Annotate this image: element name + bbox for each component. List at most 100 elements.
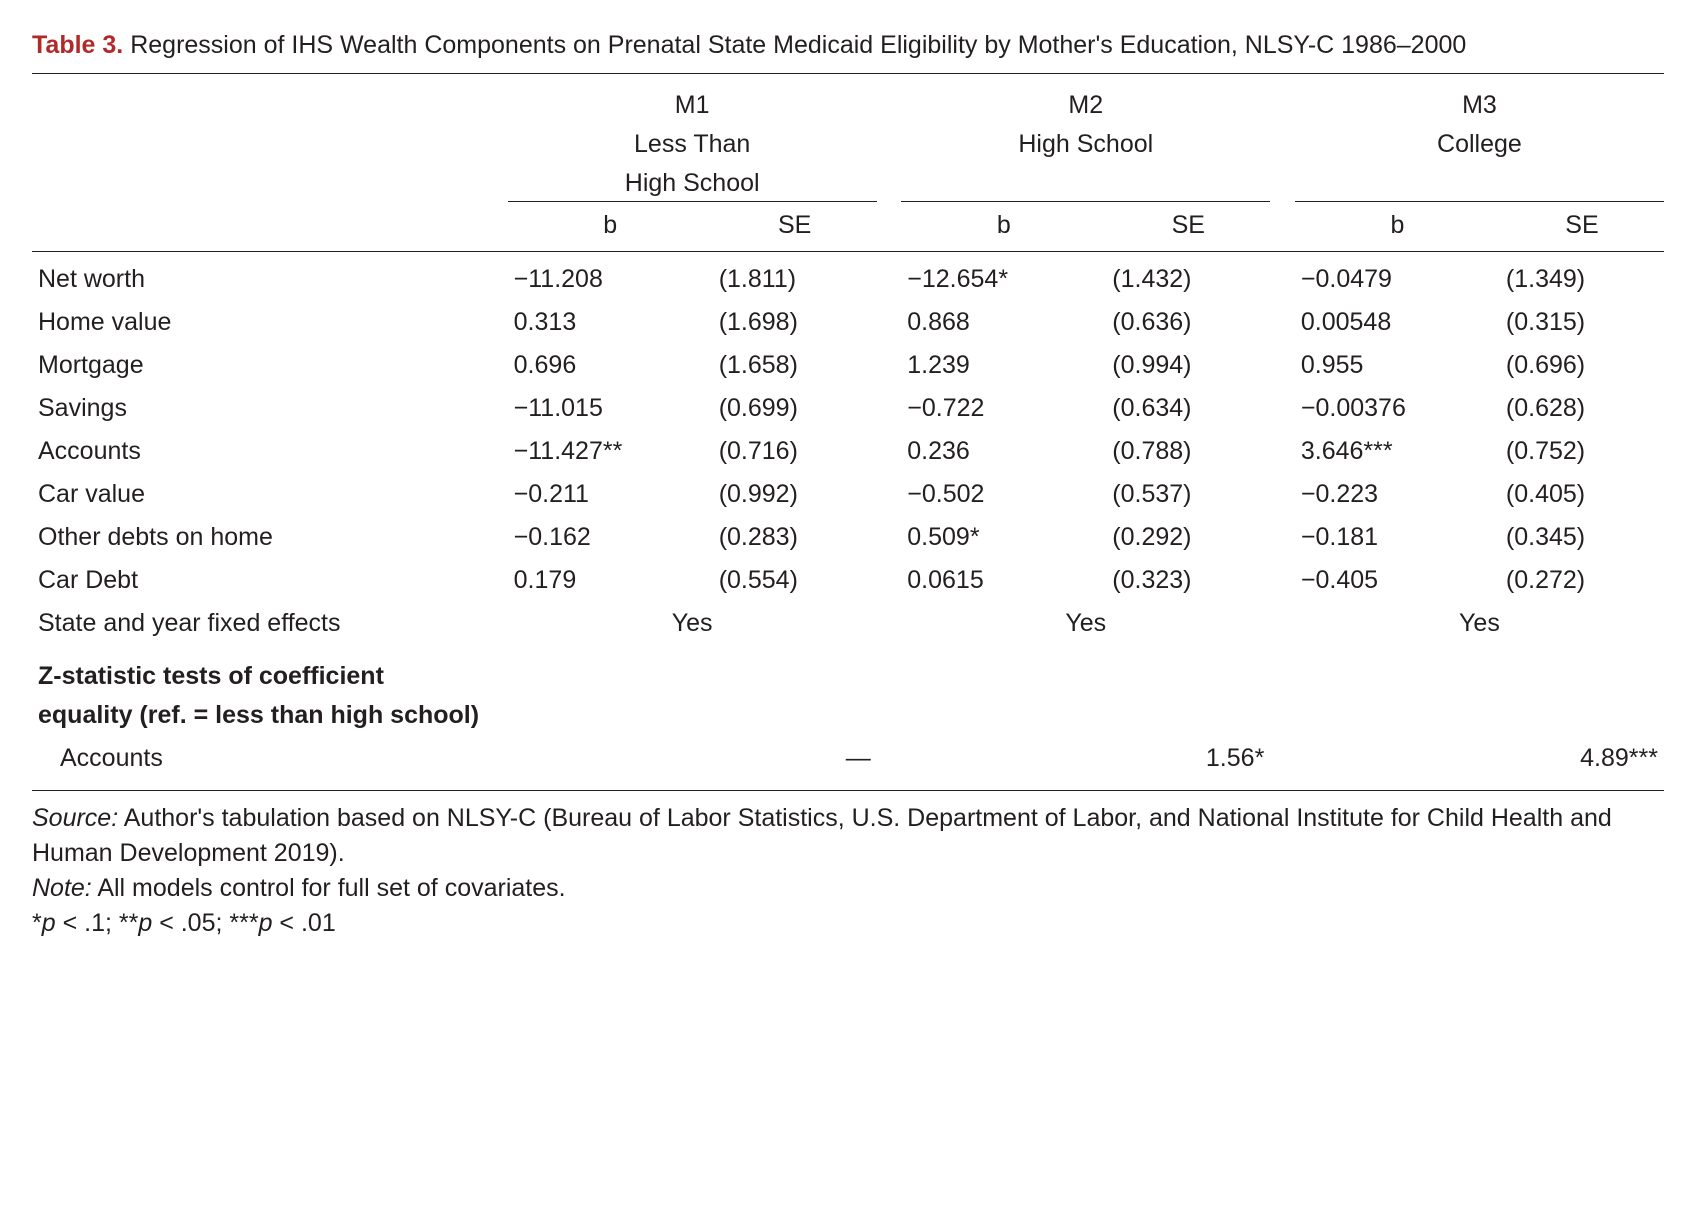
m2-b: −0.722 (901, 387, 1106, 430)
note-label: Note: (32, 874, 92, 902)
table-row: Car value−0.211(0.992) −0.502(0.537) −0.22… (32, 473, 1664, 516)
fe-m1: Yes (508, 602, 877, 645)
m3-se: (0.752) (1500, 430, 1664, 473)
m2-label: High School (901, 123, 1270, 162)
model-label-row-2: High School (32, 162, 1664, 202)
regression-table: M1 M2 M3 Less Than High School College H… (32, 84, 1664, 780)
m1-se-header: SE (713, 202, 877, 250)
m2-b-header: b (901, 202, 1106, 250)
m1-se: (0.554) (713, 559, 877, 602)
m2-se: (0.634) (1106, 387, 1270, 430)
m1-label2: High School (508, 162, 877, 202)
m2-se: (0.537) (1106, 473, 1270, 516)
m1-b: −0.162 (508, 516, 713, 559)
m2-se-header: SE (1106, 202, 1270, 250)
note-line: Note: All models control for full set of… (32, 871, 1664, 906)
row-label: Car value (32, 473, 508, 516)
row-label: Car Debt (32, 559, 508, 602)
row-label: Other debts on home (32, 516, 508, 559)
m3-se: (0.315) (1500, 301, 1664, 344)
m1-b: 0.179 (508, 559, 713, 602)
fixed-effects-row: State and year fixed effects Yes Yes Yes (32, 602, 1664, 645)
m3-se: (0.405) (1500, 473, 1664, 516)
m1-b: 0.313 (508, 301, 713, 344)
m3-label: College (1295, 123, 1664, 162)
m1-se: (0.716) (713, 430, 877, 473)
m1-code: M1 (508, 84, 877, 123)
table-notes: Source: Author's tabulation based on NLS… (32, 801, 1664, 941)
m3-se: (0.696) (1500, 344, 1664, 387)
sig-text: *p < .1; **p < .05; ***p < .01 (32, 909, 336, 937)
m2-se: (0.292) (1106, 516, 1270, 559)
m3-b: −0.405 (1295, 559, 1500, 602)
model-code-row: M1 M2 M3 (32, 84, 1664, 123)
fe-m3: Yes (1295, 602, 1664, 645)
m2-se: (0.323) (1106, 559, 1270, 602)
m2-b: −12.654* (901, 258, 1106, 301)
m1-b: −11.208 (508, 258, 713, 301)
m1-se: (1.811) (713, 258, 877, 301)
m3-label2 (1295, 162, 1664, 202)
table-row: Home value0.313(1.698) 0.868(0.636) 0.0054… (32, 301, 1664, 344)
m2-se: (0.788) (1106, 430, 1270, 473)
ztest-accounts-row: Accounts — 1.56* 4.89*** (32, 737, 1664, 780)
bottom-rule (32, 790, 1664, 791)
ztest-m1: — (713, 737, 877, 780)
m1-se: (0.992) (713, 473, 877, 516)
source-text: Author's tabulation based on NLSY-C (Bur… (32, 804, 1612, 867)
ztest-m3: 4.89*** (1500, 737, 1664, 780)
table-row: Mortgage0.696(1.658)1.239(0.994)0.955(0.… (32, 344, 1664, 387)
m3-b: 0.955 (1295, 344, 1500, 387)
m1-se: (0.283) (713, 516, 877, 559)
model-label-row-1: Less Than High School College (32, 123, 1664, 162)
m2-b: −0.502 (901, 473, 1106, 516)
table-row: Accounts−11.427**(0.716)0.236(0.788)3.64… (32, 430, 1664, 473)
m3-se: (0.272) (1500, 559, 1664, 602)
m2-b: 0.868 (901, 301, 1106, 344)
row-label: Net worth (32, 258, 508, 301)
m1-se: (0.699) (713, 387, 877, 430)
source-label: Source: (32, 804, 118, 832)
m2-b: 0.0615 (901, 559, 1106, 602)
row-label: Mortgage (32, 344, 508, 387)
row-label: Home value (32, 301, 508, 344)
m3-b: −0.181 (1295, 516, 1500, 559)
m3-b-header: b (1295, 202, 1500, 250)
m1-b: −11.015 (508, 387, 713, 430)
table-row: Other debts on home−0.162(0.283)0.509*(0… (32, 516, 1664, 559)
m1-se: (1.698) (713, 301, 877, 344)
m3-code: M3 (1295, 84, 1664, 123)
m2-label2 (901, 162, 1270, 202)
m1-b-header: b (508, 202, 713, 250)
row-label: Savings (32, 387, 508, 430)
source-line: Source: Author's tabulation based on NLS… (32, 801, 1664, 871)
m2-se: (0.636) (1106, 301, 1270, 344)
m3-b: −0.223 (1295, 473, 1500, 516)
significance-line: *p < .1; **p < .05; ***p < .01 (32, 906, 1664, 941)
ztest-header-2: equality (ref. = less than high school) (32, 698, 1664, 737)
m1-b: −11.427** (508, 430, 713, 473)
ztest-m2: 1.56* (1106, 737, 1270, 780)
m1-b: −0.211 (508, 473, 713, 516)
table-row: Car Debt0.179(0.554) 0.0615(0.323) −0.405(… (32, 559, 1664, 602)
m2-code: M2 (901, 84, 1270, 123)
m3-se-header: SE (1500, 202, 1664, 250)
m3-b: 0.00548 (1295, 301, 1500, 344)
m3-b: −0.0479 (1295, 258, 1500, 301)
top-rule (32, 73, 1664, 74)
ztest-header-row-2: equality (ref. = less than high school) (32, 698, 1664, 737)
m3-se: (0.345) (1500, 516, 1664, 559)
m2-se: (1.432) (1106, 258, 1270, 301)
m1-label: Less Than (508, 123, 877, 162)
fixed-effects-label: State and year fixed effects (32, 602, 508, 645)
m2-b: 0.236 (901, 430, 1106, 473)
fe-m2: Yes (901, 602, 1270, 645)
m3-se: (0.628) (1500, 387, 1664, 430)
m2-b: 0.509* (901, 516, 1106, 559)
ztest-header-row-1: Z-statistic tests of coefficient (32, 645, 1664, 698)
sub-header-row: b SE b SE b SE (32, 202, 1664, 250)
table-number: Table 3. (32, 31, 123, 59)
m1-se: (1.658) (713, 344, 877, 387)
table-caption: Table 3. Regression of IHS Wealth Compon… (32, 28, 1664, 63)
m3-b: 3.646*** (1295, 430, 1500, 473)
